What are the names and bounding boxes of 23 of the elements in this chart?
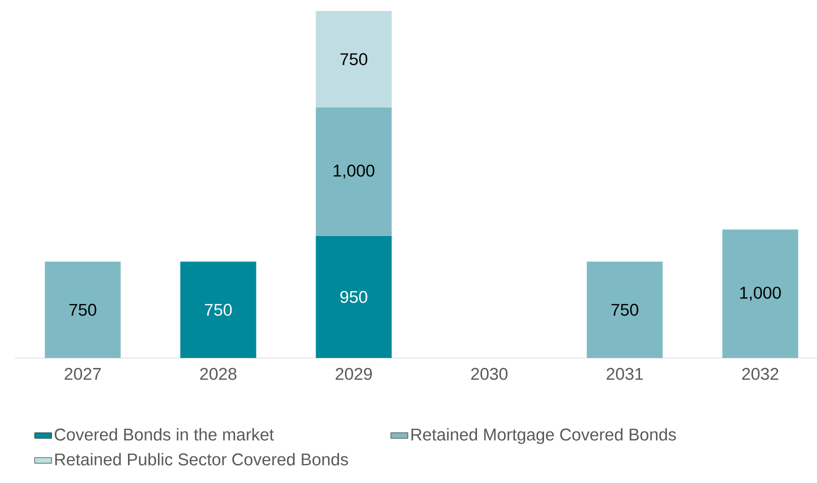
data-label: 950 xyxy=(340,290,368,303)
legend-label: Retained Mortgage Covered Bonds xyxy=(411,428,676,444)
x-tick-label: 2030 xyxy=(471,368,508,380)
data-label: 1,000 xyxy=(334,164,374,179)
bar xyxy=(316,236,392,358)
legend-label: Covered Bonds in the market xyxy=(54,428,274,441)
bar xyxy=(586,262,663,358)
bar xyxy=(180,262,256,358)
x-tick-label: 2032 xyxy=(742,368,778,380)
data-label: 750 xyxy=(204,304,232,316)
bar xyxy=(316,11,392,108)
data-label: 750 xyxy=(69,304,96,316)
bar xyxy=(44,262,121,358)
x-tick-label: 2028 xyxy=(200,368,236,380)
data-label: 1,000 xyxy=(740,286,781,301)
bar xyxy=(722,229,798,358)
data-label: 750 xyxy=(611,304,638,316)
bar xyxy=(316,107,392,236)
x-tick-label: 2027 xyxy=(64,368,101,380)
legend-label: Retained Public Sector Covered Bonds xyxy=(55,452,348,466)
x-tick-label: 2031 xyxy=(606,368,643,380)
x-tick-label: 2029 xyxy=(336,368,372,380)
data-label: 750 xyxy=(340,53,368,66)
